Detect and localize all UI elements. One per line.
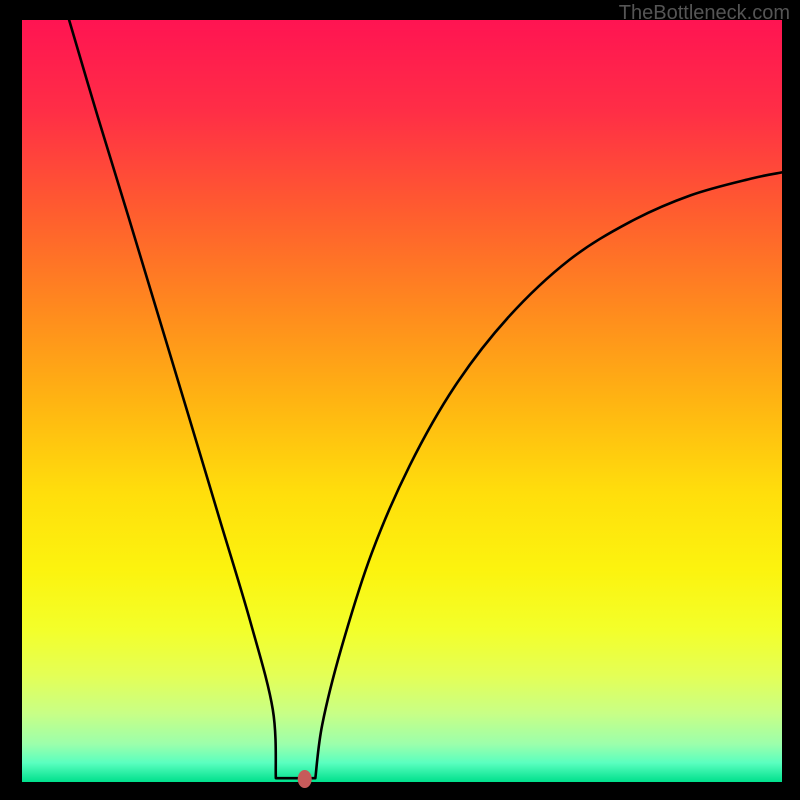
bottleneck-chart: TheBottleneck.com [0, 0, 800, 800]
plot-background [22, 20, 782, 782]
current-point-marker [298, 770, 312, 788]
chart-canvas [0, 0, 800, 800]
